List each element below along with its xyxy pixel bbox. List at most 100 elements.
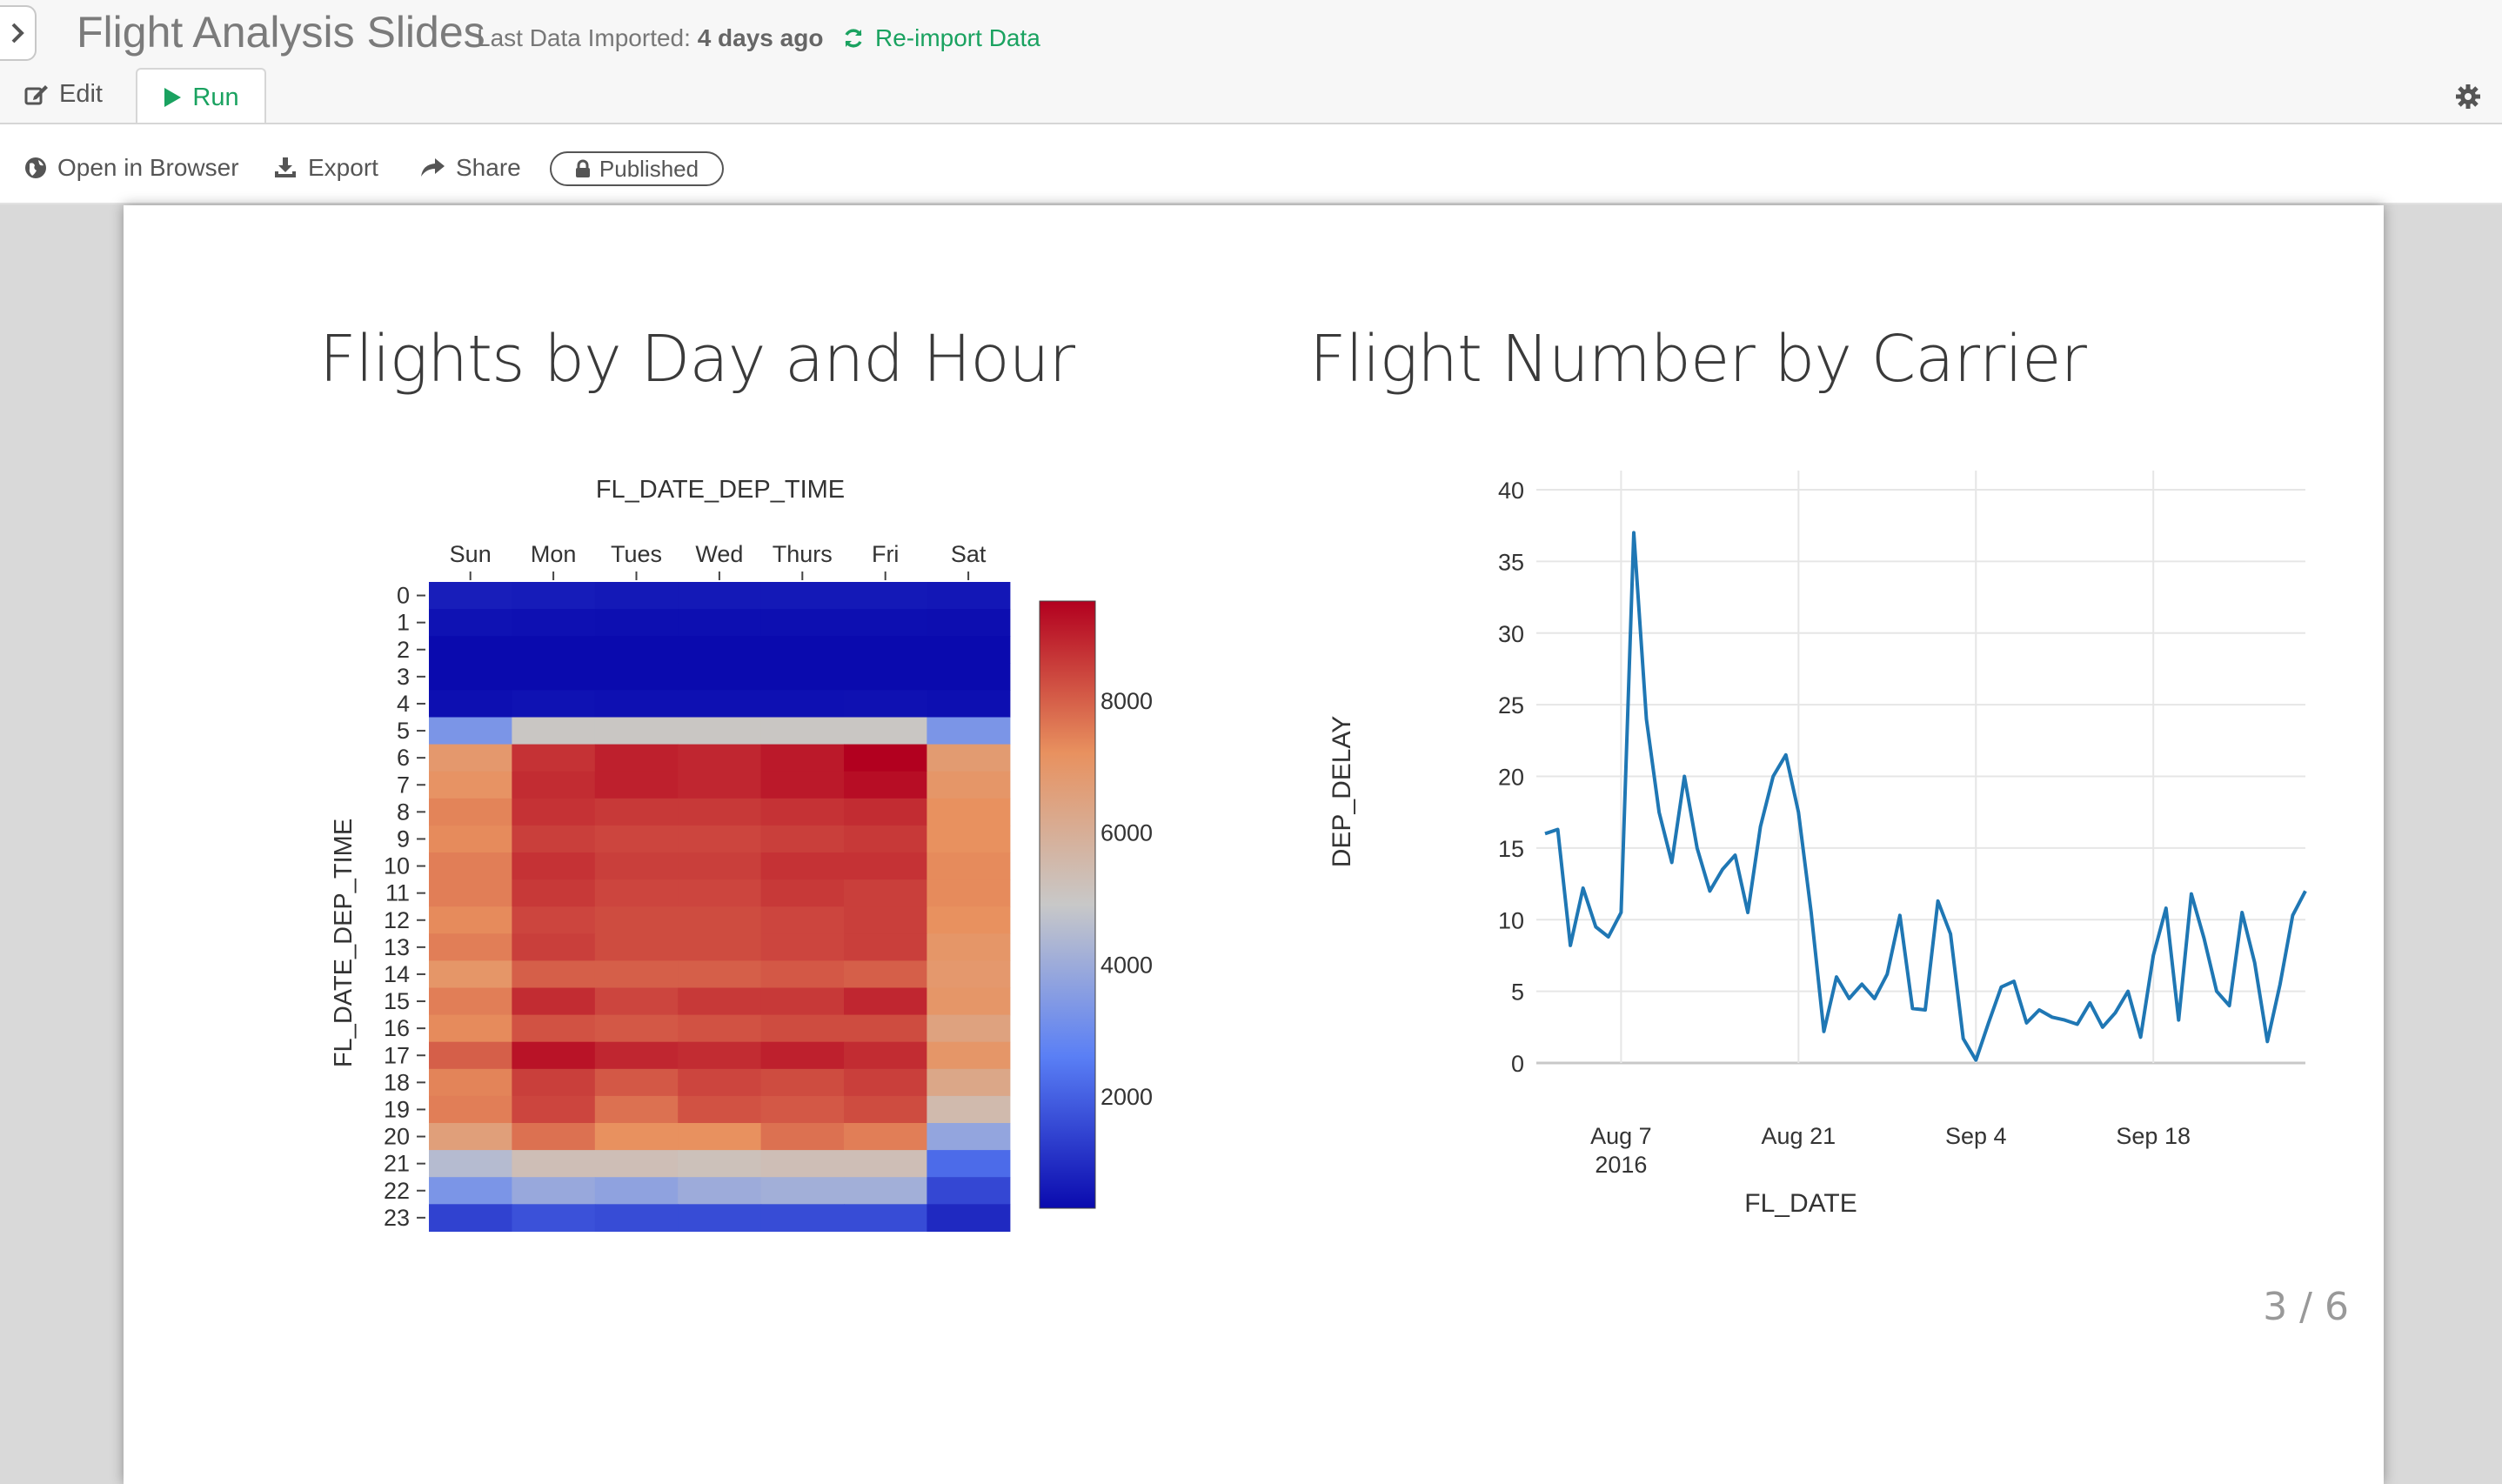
heatmap-x-ticks: Sun Mon Tues Wed Thurs Fri Sat: [450, 541, 987, 580]
heatmap-cell: [927, 798, 1011, 826]
published-badge[interactable]: Published: [550, 151, 724, 186]
heatmap-cell: [927, 1014, 1011, 1043]
heatmap-cell: [678, 1123, 762, 1151]
heatmap-cell: [429, 636, 512, 664]
heatmap-cell: [678, 933, 762, 961]
heatmap-cell: [927, 933, 1011, 961]
share-icon: [421, 158, 445, 177]
heatmap-cell: [927, 1150, 1011, 1178]
heatmap-cell: [678, 1095, 762, 1124]
heatmap-cell: [512, 690, 596, 719]
heatmap-cell: [429, 879, 512, 907]
heatmap-cell: [927, 609, 1011, 637]
heatmap-cell: [844, 1123, 927, 1151]
refresh-icon: [845, 29, 862, 48]
share-button[interactable]: Share: [419, 154, 521, 182]
heatmap-cell: [429, 1041, 512, 1070]
heatmap-cell: [927, 663, 1011, 691]
slide-canvas: Flights by Day and Hour Flight Number by…: [124, 205, 2384, 1484]
line-chart-x-ticks: Aug 7 2016 Aug 21 Sep 4 Sep 18: [1590, 1123, 2191, 1178]
heatmap-cell: [760, 906, 845, 934]
play-icon: [164, 88, 182, 107]
published-label: Published: [599, 155, 699, 182]
heatmap-y-tick-label: 9: [397, 826, 410, 852]
line-chart-x-tick-label: Aug 7: [1590, 1123, 1652, 1149]
heatmap-cell: [760, 987, 845, 1016]
heatmap-cell: [927, 1177, 1011, 1205]
heatmap-cell: [512, 1095, 596, 1124]
heatmap-cell: [429, 771, 512, 799]
heatmap-cell: [512, 582, 596, 610]
line-chart-x-tick-label: 2016: [1595, 1152, 1647, 1178]
edit-icon: [24, 84, 48, 104]
heatmap-cell: [429, 717, 512, 745]
heatmap-cell: [927, 906, 1011, 934]
open-in-browser-button[interactable]: Open in Browser: [24, 154, 239, 182]
import-age: 4 days ago: [697, 24, 824, 51]
heatmap-cell: [512, 744, 596, 772]
heatmap-cell: [760, 852, 845, 880]
heatmap-cell: [844, 1095, 927, 1124]
heatmap-cell: [429, 1204, 512, 1232]
line-chart-x-tick-label: Sep 4: [1945, 1123, 2007, 1149]
heatmap-cell: [844, 879, 927, 907]
heatmap-cell: [844, 717, 927, 745]
heatmap-cell: [429, 987, 512, 1016]
heatmap-y-tick-label: 21: [384, 1151, 410, 1177]
heatmap-cell: [429, 825, 512, 853]
heatmap-cell: [760, 1095, 845, 1124]
line-chart-y-axis-title: DEP_DELAY: [1328, 716, 1356, 868]
heatmap-cell: [844, 798, 927, 826]
heatmap-cell: [927, 744, 1011, 772]
import-status: Last Data Imported: 4 days ago: [477, 24, 823, 52]
heatmap-colorbar-ticks: 2000 4000 6000 8000: [1100, 688, 1153, 1110]
heatmap-y-tick-label: 14: [384, 961, 410, 987]
heatmap-cell: [760, 690, 845, 719]
heatmap-cell: [678, 960, 762, 989]
tab-run-label: Run: [192, 83, 239, 111]
heatmap-cell: [512, 663, 596, 691]
heatmap-cell: [429, 582, 512, 610]
heatmap-y-tick-label: 6: [397, 745, 410, 771]
heatmap-cell: [594, 1204, 679, 1232]
heatmap-cell: [760, 798, 845, 826]
tab-run[interactable]: Run: [136, 68, 266, 125]
reimport-data-link[interactable]: Re-import Data: [842, 24, 1040, 52]
heatmap-cell: [678, 609, 762, 637]
chevron-right-icon: [11, 23, 24, 43]
heatmap-cell: [512, 987, 596, 1016]
export-button[interactable]: Export: [273, 154, 378, 182]
heatmap-cell: [429, 1095, 512, 1124]
heatmap-cell: [927, 960, 1011, 989]
sidebar-expand-button[interactable]: [0, 5, 37, 61]
heatmap-cell: [844, 852, 927, 880]
heatmap-cell: [844, 636, 927, 664]
heatmap-cell: [678, 1014, 762, 1043]
settings-button[interactable]: [2455, 84, 2481, 114]
heatmap-cells: [429, 582, 1011, 1232]
heatmap-cell: [844, 1014, 927, 1043]
tab-edit[interactable]: Edit: [24, 80, 103, 109]
heatmap-y-tick-label: 16: [384, 1015, 410, 1041]
heatmap-cell: [927, 1068, 1011, 1097]
heatmap-cell: [678, 879, 762, 907]
heatmap-cell: [594, 1041, 679, 1070]
heatmap-cell: [594, 1123, 679, 1151]
heatmap-cell: [594, 690, 679, 719]
heatmap-cell: [429, 744, 512, 772]
heatmap-cell: [594, 582, 679, 610]
slide-page-indicator: 3 / 6: [2263, 1285, 2349, 1329]
line-chart-y-ticks: 0 5 10 15 20 25 30 35 40: [1498, 478, 1524, 1077]
heatmap-cell: [594, 1095, 679, 1124]
open-in-browser-label: Open in Browser: [57, 154, 239, 181]
heatmap-colorbar-tick-label: 8000: [1100, 688, 1153, 714]
heatmap-y-tick-label: 20: [384, 1124, 410, 1150]
heatmap-cell: [760, 663, 845, 691]
line-chart-x-tick-label: Aug 21: [1762, 1123, 1836, 1149]
heatmap-cell: [512, 852, 596, 880]
heatmap-cell: [429, 852, 512, 880]
heatmap-cell: [678, 1041, 762, 1070]
heatmap-cell: [594, 771, 679, 799]
heatmap-y-tick-label: 23: [384, 1205, 410, 1231]
heatmap-cell: [844, 906, 927, 934]
